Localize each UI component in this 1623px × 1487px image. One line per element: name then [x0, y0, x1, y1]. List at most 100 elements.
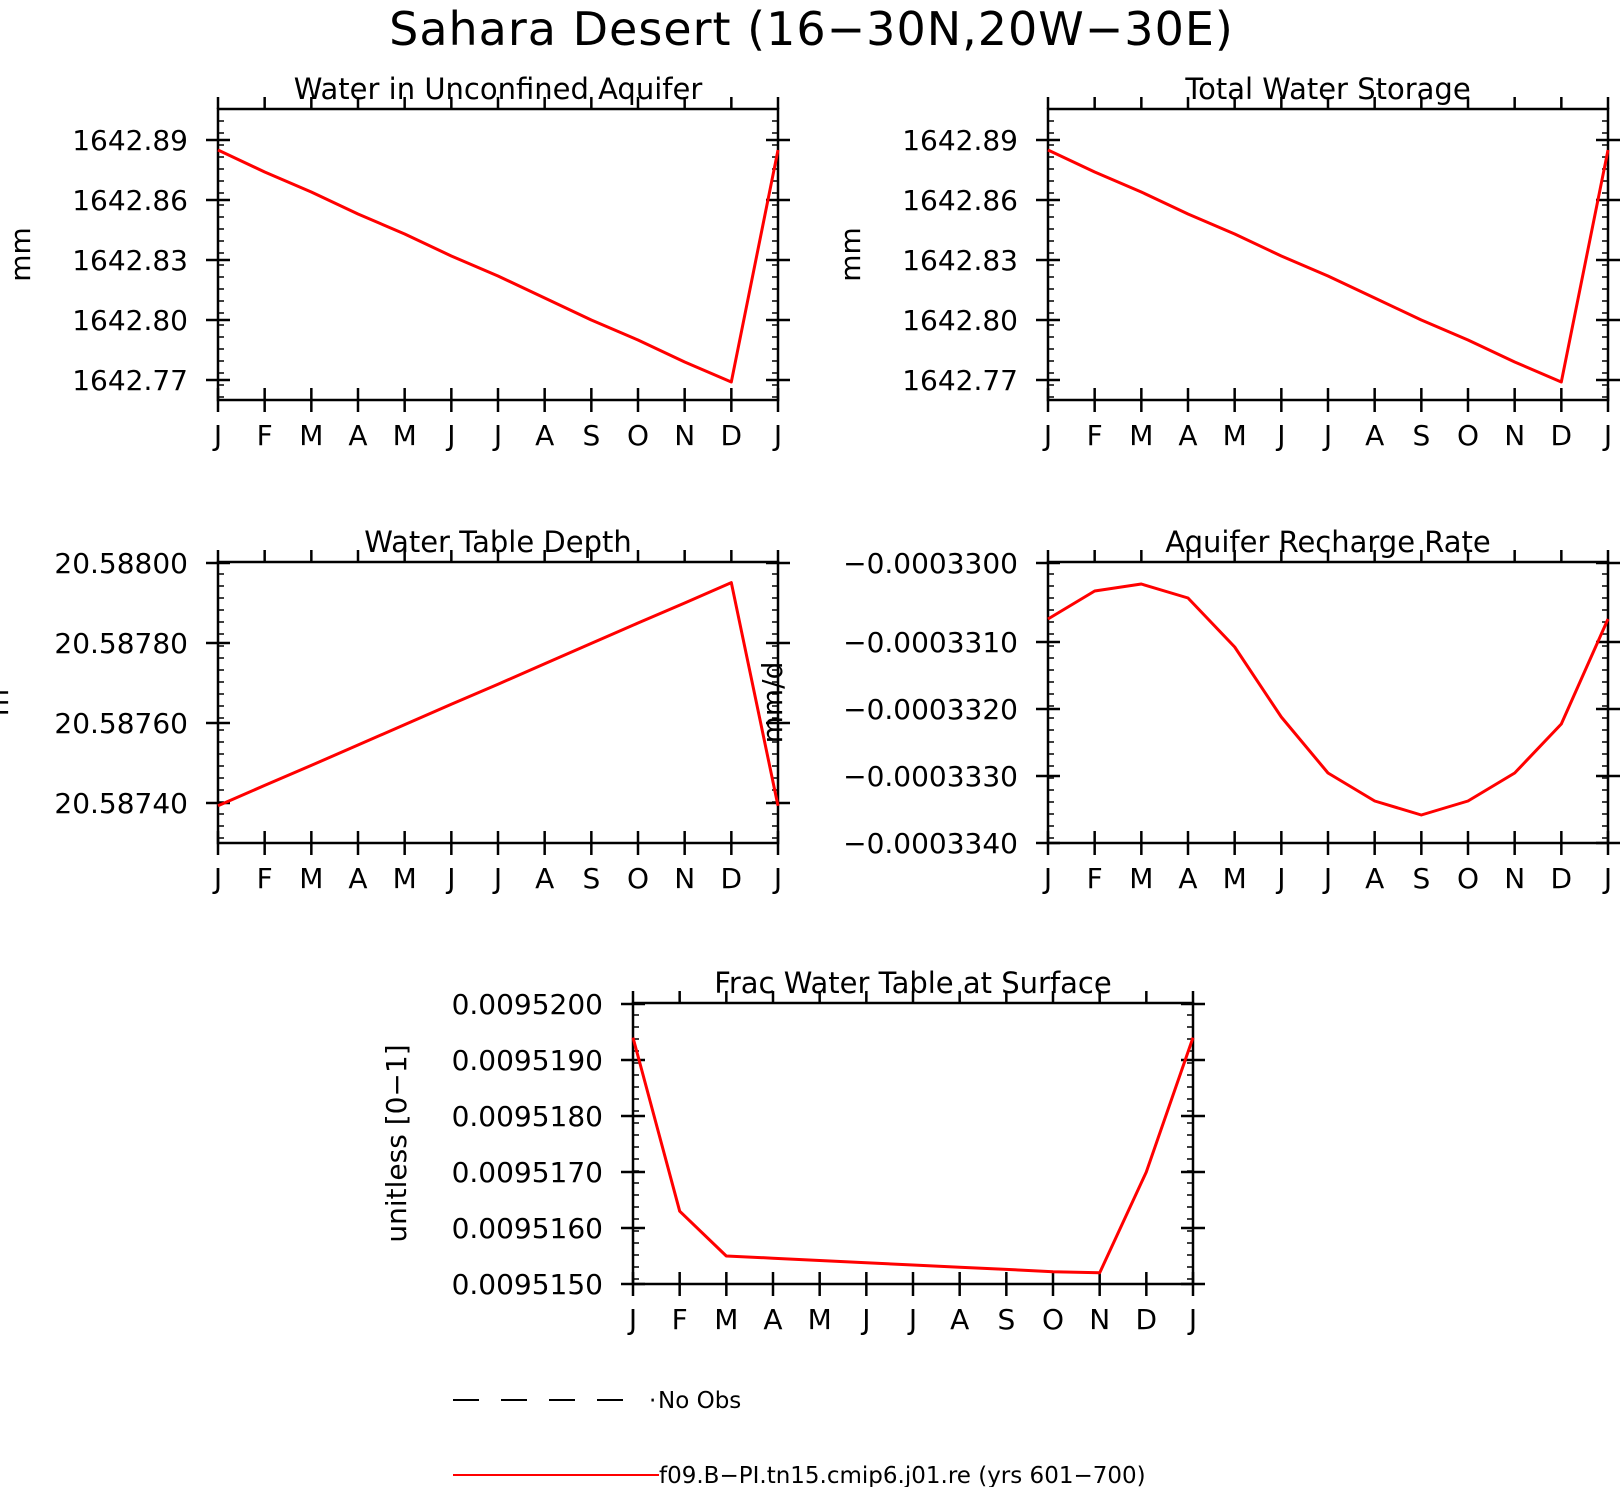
y-tick-label: 1642.80: [902, 304, 1018, 337]
legend-label-model: f09.B−PI.tn15.cmip6.j01.re (yrs 601−700): [659, 1463, 1146, 1487]
y-axis-label: mm/d: [756, 662, 789, 744]
y-tick-label: 0.0095180: [452, 1100, 603, 1133]
y-tick-label: 0.0095200: [452, 988, 603, 1021]
y-axis-label: m: [0, 689, 15, 716]
x-tick-label: J: [772, 419, 782, 452]
x-tick-label: J: [212, 419, 222, 452]
y-tick-label: 1642.80: [72, 304, 188, 337]
x-tick-label: M: [1223, 419, 1247, 452]
x-tick-label: O: [627, 419, 649, 452]
y-tick-label: 0.0095150: [452, 1268, 603, 1301]
x-tick-label: A: [348, 862, 367, 895]
x-tick-label: S: [582, 862, 600, 895]
y-tick-label: −0.0003300: [843, 547, 1018, 580]
x-tick-label: O: [1457, 862, 1479, 895]
x-tick-label: J: [1602, 419, 1612, 452]
x-tick-label: J: [627, 1303, 637, 1336]
y-tick-label: 20.58780: [54, 627, 188, 660]
y-tick-label: 1642.83: [902, 244, 1018, 277]
x-tick-label: N: [674, 862, 695, 895]
y-tick-label: 1642.89: [72, 124, 188, 157]
x-tick-label: F: [672, 1303, 688, 1336]
y-tick-label: 1642.83: [72, 244, 188, 277]
x-tick-label: J: [445, 419, 455, 452]
x-tick-label: A: [348, 419, 367, 452]
y-axis-label: mm: [834, 227, 867, 282]
x-tick-label: M: [393, 419, 417, 452]
x-tick-label: M: [1129, 419, 1153, 452]
x-tick-label: F: [257, 419, 273, 452]
y-tick-label: −0.0003310: [843, 626, 1018, 659]
x-tick-label: O: [1042, 1303, 1064, 1336]
y-tick-label: 1642.77: [72, 364, 188, 397]
x-tick-label: A: [535, 862, 554, 895]
x-tick-label: J: [1042, 419, 1052, 452]
x-tick-label: J: [1275, 862, 1285, 895]
y-tick-label: 0.0095160: [452, 1212, 603, 1245]
x-tick-label: D: [1551, 862, 1573, 895]
x-tick-label: J: [1187, 1303, 1197, 1336]
x-tick-label: M: [393, 862, 417, 895]
y-tick-label: 0.0095190: [452, 1044, 603, 1077]
x-tick-label: J: [907, 1303, 917, 1336]
x-tick-label: D: [1551, 419, 1573, 452]
figure-title: Sahara Desert (16−30N,20W−30E): [389, 2, 1234, 56]
x-tick-label: A: [1365, 862, 1384, 895]
x-tick-label: J: [212, 862, 222, 895]
x-tick-label: J: [1602, 862, 1612, 895]
y-tick-label: 1642.89: [902, 124, 1018, 157]
y-tick-label: 20.58740: [54, 787, 188, 820]
y-tick-label: 0.0095170: [452, 1156, 603, 1189]
x-tick-label: N: [674, 419, 695, 452]
x-tick-label: J: [860, 1303, 870, 1336]
legend-dot: ·: [649, 1388, 656, 1414]
y-tick-label: 1642.86: [72, 184, 188, 217]
x-tick-label: D: [721, 862, 743, 895]
x-tick-label: M: [1129, 862, 1153, 895]
x-tick-label: A: [1178, 419, 1197, 452]
x-tick-label: F: [1087, 862, 1103, 895]
x-tick-label: F: [1087, 419, 1103, 452]
y-tick-label: 1642.77: [902, 364, 1018, 397]
x-tick-label: M: [299, 419, 323, 452]
y-axis-label: mm: [4, 227, 37, 282]
x-tick-label: N: [1504, 862, 1525, 895]
x-tick-label: J: [1042, 862, 1052, 895]
x-tick-label: M: [1223, 862, 1247, 895]
x-tick-label: F: [257, 862, 273, 895]
chart-panel-3: Water Table DepthmJFMAMJJASONDJ20.587402…: [0, 525, 790, 895]
x-tick-label: J: [1322, 419, 1332, 452]
x-tick-label: O: [627, 862, 649, 895]
x-tick-label: J: [1275, 419, 1285, 452]
y-tick-label: −0.0003340: [843, 827, 1018, 860]
x-tick-label: A: [763, 1303, 782, 1336]
x-tick-label: A: [1178, 862, 1197, 895]
y-tick-label: 20.58800: [54, 547, 188, 580]
legend-label-no-obs: No Obs: [658, 1388, 741, 1414]
x-tick-label: J: [445, 862, 455, 895]
x-tick-label: M: [714, 1303, 738, 1336]
y-tick-label: 20.58760: [54, 707, 188, 740]
x-tick-label: A: [535, 419, 554, 452]
x-tick-label: S: [582, 419, 600, 452]
x-tick-label: A: [950, 1303, 969, 1336]
x-tick-label: J: [492, 419, 502, 452]
x-tick-label: D: [721, 419, 743, 452]
x-tick-label: S: [997, 1303, 1015, 1336]
x-tick-label: N: [1089, 1303, 1110, 1336]
x-tick-label: M: [808, 1303, 832, 1336]
x-tick-label: M: [299, 862, 323, 895]
x-tick-label: D: [1136, 1303, 1158, 1336]
x-tick-label: A: [1365, 419, 1384, 452]
y-axis-label: unitless [0−1]: [380, 1044, 413, 1242]
x-tick-label: J: [772, 862, 782, 895]
x-tick-label: S: [1412, 862, 1430, 895]
y-tick-label: 1642.86: [902, 184, 1018, 217]
y-tick-label: −0.0003320: [843, 693, 1018, 726]
